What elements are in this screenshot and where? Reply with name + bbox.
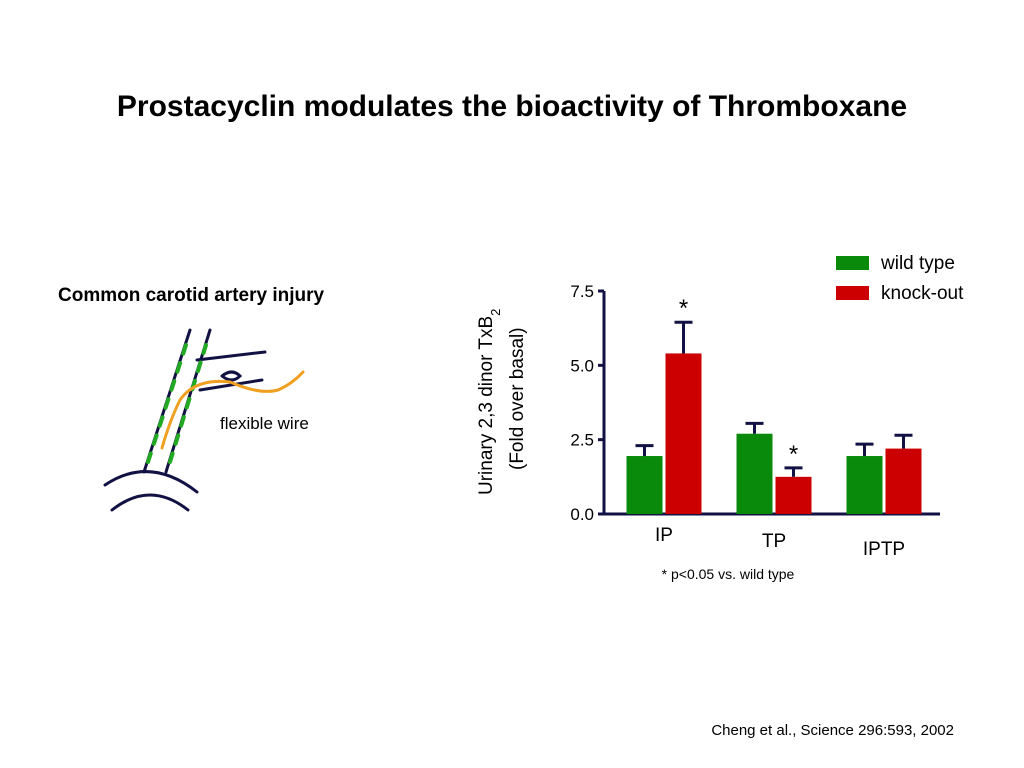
diagram-title: Common carotid artery injury [58,285,325,306]
bar-iptp-knock-out [885,448,922,514]
chart-bars [626,320,922,514]
bar-iptp-wild-type [846,456,883,514]
significance-footnote: * p<0.05 vs. wild type [661,566,795,582]
bar-ip-knock-out [665,353,702,514]
y-axis-label-line1: Urinary 2,3 dinor TxB2 [476,309,503,495]
y-axis-label-line2: (Fold over basal) [507,327,528,470]
legend-swatch-knock-out [836,286,869,300]
bar-ip-wild-type [626,456,663,514]
bar-tp-wild-type [736,433,773,514]
y-tick-label: 7.5 [570,282,594,301]
y-tick-label: 0.0 [570,505,594,524]
significance-marker: * [679,295,688,322]
legend-label-wild-type: wild type [880,253,955,274]
legend-label-knock-out: knock-out [881,283,964,304]
slide-title: Prostacyclin modulates the bioactivity o… [116,90,908,123]
y-tick-label: 2.5 [570,431,594,450]
bar-tp-knock-out [775,476,812,514]
citation: Cheng et al., Science 296:593, 2002 [711,722,954,739]
y-tick-label: 5.0 [570,356,594,375]
x-category-label: IPTP [863,539,905,560]
significance-marker: * [789,441,798,468]
legend-swatch-wild-type [836,256,869,270]
x-category-label: TP [762,531,786,552]
x-category-label: IP [655,525,673,546]
